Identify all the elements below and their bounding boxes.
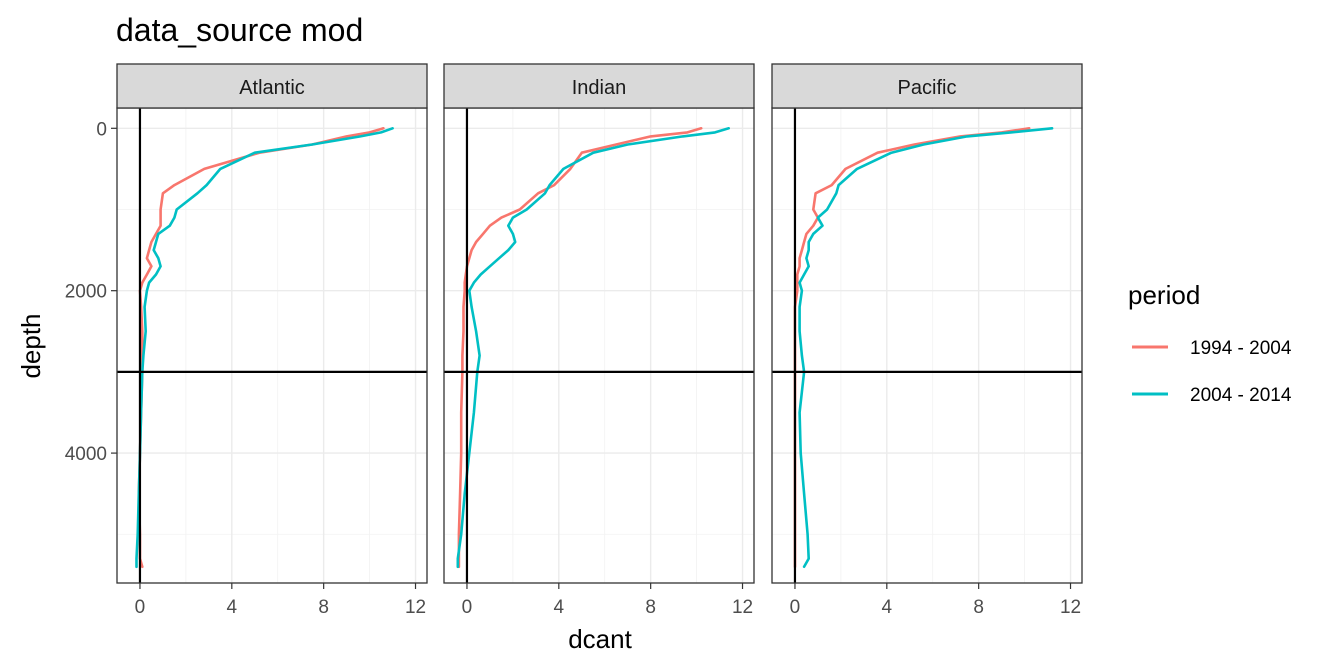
series-line-indian-2004-2014 — [456, 127, 731, 569]
x-tick-label: 4 — [227, 597, 238, 618]
panel-pacific: Pacific 0 4 8 12 — [771, 63, 1083, 618]
panel-atlantic: Atlantic 0 4 8 12 0 2000 4000 — [65, 63, 428, 618]
y-tick-label: 0 — [96, 119, 107, 140]
x-tick-label: 8 — [645, 597, 656, 618]
facet-strip-label: Atlantic — [239, 77, 305, 99]
x-tick-label: 8 — [318, 597, 329, 618]
legend: period 1994 - 2004 2004 - 2014 — [1128, 280, 1292, 406]
facet-strip-label: Indian — [572, 77, 627, 99]
chart-title: data_source mod — [116, 12, 363, 48]
facet-strip — [116, 63, 428, 109]
legend-label: 2004 - 2014 — [1190, 385, 1292, 406]
legend-item: 2004 - 2014 — [1132, 385, 1292, 406]
panel-background — [772, 108, 1082, 583]
facet-strip — [443, 63, 755, 109]
x-tick-label: 0 — [135, 597, 146, 618]
y-tick-label: 2000 — [65, 282, 107, 303]
legend-items: 1994 - 2004 2004 - 2014 — [1132, 338, 1292, 406]
x-tick-label: 8 — [973, 597, 984, 618]
y-axis-title: depth — [16, 313, 46, 378]
facet-strip-label: Pacific — [898, 77, 957, 99]
panel-indian: Indian 0 4 8 12 — [443, 63, 755, 618]
legend-label: 1994 - 2004 — [1190, 338, 1292, 359]
x-tick-label: 4 — [554, 597, 565, 618]
x-tick-label: 12 — [732, 597, 753, 618]
panel-background — [444, 108, 754, 583]
x-tick-label: 12 — [405, 597, 426, 618]
series-line-pacific-2004-2014 — [798, 127, 1054, 569]
legend-item: 1994 - 2004 — [1132, 338, 1292, 359]
y-tick-label: 4000 — [65, 444, 107, 465]
panel-background — [117, 108, 427, 583]
facet-strip — [771, 63, 1083, 109]
legend-title: period — [1128, 280, 1200, 310]
x-tick-label: 0 — [790, 597, 801, 618]
x-axis-title: dcant — [568, 624, 632, 654]
x-tick-label: 0 — [462, 597, 473, 618]
x-tick-label: 12 — [1060, 597, 1081, 618]
x-tick-label: 4 — [882, 597, 893, 618]
